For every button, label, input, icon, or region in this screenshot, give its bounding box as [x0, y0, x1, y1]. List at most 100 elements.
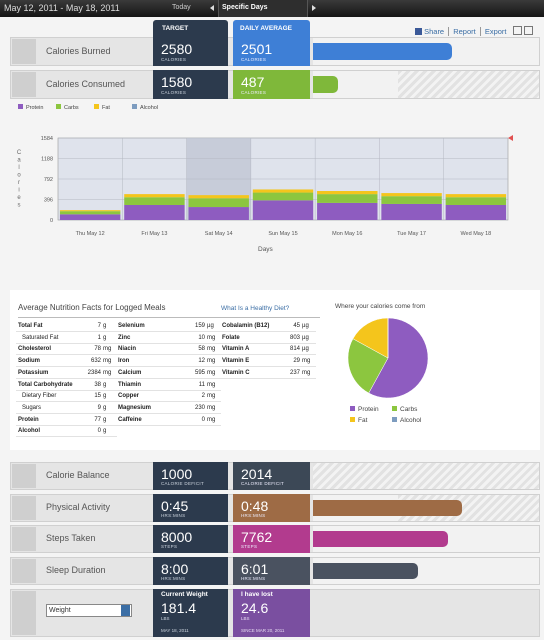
- average-box: [233, 494, 310, 522]
- target-unit: CALORIES: [161, 57, 187, 62]
- link[interactable]: Report: [448, 27, 476, 36]
- row-toggle[interactable]: [12, 464, 36, 488]
- legend-swatch: [56, 104, 61, 109]
- target-box: [153, 525, 228, 553]
- table-row: [16, 354, 117, 356]
- nutrient-unit: mg: [207, 416, 216, 423]
- target-value: 0:45: [161, 498, 189, 514]
- y-tick-label: 396: [44, 198, 53, 204]
- lost-value: 24.6: [241, 600, 269, 616]
- nutrient-unit: g: [103, 334, 107, 341]
- legend-swatch: [392, 406, 397, 411]
- nutrient-value: 803: [289, 334, 300, 341]
- nutrient-value: 45: [293, 323, 300, 329]
- nutrient-value: 159: [194, 323, 205, 329]
- current-box: [153, 589, 228, 637]
- row-toggle[interactable]: [12, 72, 36, 97]
- bar-segment: [252, 189, 314, 193]
- nutrient-name: Selenium: [118, 323, 145, 329]
- target-unit: STEPS: [161, 544, 178, 549]
- target-unit: CALORIES: [161, 90, 187, 95]
- table-row: [116, 366, 221, 368]
- nutrient-value: 2384: [87, 369, 101, 376]
- nutrient-unit: mg: [103, 346, 112, 353]
- average-header: [233, 20, 310, 37]
- x-tick-label: Mon May 16: [332, 231, 362, 237]
- table-row: [16, 342, 117, 344]
- legend-swatch: [132, 104, 137, 109]
- table-row: [220, 377, 316, 379]
- nutrient-value: 11: [198, 381, 205, 388]
- nutrient-unit: g: [103, 416, 107, 423]
- prev-arrow[interactable]: [210, 5, 214, 11]
- row-toggle[interactable]: [12, 527, 36, 551]
- btn[interactable]: [512, 26, 522, 35]
- row-toggle[interactable]: [12, 559, 36, 583]
- nutrient-value: 230: [194, 404, 205, 411]
- nutrient-value: 58: [198, 346, 205, 353]
- link[interactable]: Share: [424, 27, 445, 36]
- average-unit: HRS:MINS: [241, 513, 266, 518]
- average-box: [233, 462, 310, 490]
- nutrient-name: Zinc: [118, 334, 131, 341]
- table-row: [16, 412, 117, 414]
- table-row: [220, 342, 316, 344]
- tab[interactable]: Specific Days: [222, 4, 268, 11]
- current-date: MAY 18, 2011: [161, 628, 189, 633]
- nutrient-unit: g: [103, 404, 107, 411]
- table-row: [16, 389, 117, 391]
- nutrient-name: Vitamin A: [222, 346, 250, 353]
- nutrient-value: 29: [293, 358, 300, 365]
- bar-segment: [188, 207, 249, 220]
- target-value: 8:00: [161, 561, 189, 577]
- nutrient-name: Total Fat: [18, 323, 43, 329]
- rule: [18, 317, 320, 318]
- link[interactable]: Export: [479, 27, 507, 36]
- row-toggle[interactable]: [12, 496, 36, 520]
- nutrient-value: 78: [94, 346, 101, 353]
- table-row: [116, 331, 221, 332]
- average-unit: HRS:MINS: [241, 576, 266, 581]
- tab-selected[interactable]: [218, 0, 308, 17]
- y-tick-label: 1188: [41, 157, 53, 163]
- bar-segment: [445, 197, 507, 205]
- average-unit: STEPS: [241, 544, 258, 549]
- target-value: 1580: [161, 74, 193, 90]
- nutrient-unit: g: [103, 323, 107, 329]
- current-unit: LBS: [161, 616, 170, 621]
- nutrient-name: Saturated Fat: [22, 334, 59, 341]
- select[interactable]: Weight: [46, 604, 132, 617]
- table-row: [16, 331, 117, 332]
- progress-bar: [313, 43, 452, 60]
- x-tick-label: Wed May 18: [460, 231, 491, 237]
- table-row: [116, 389, 221, 391]
- progress-bar: [313, 76, 338, 93]
- target-value: 8000: [161, 529, 193, 545]
- average-box: [233, 37, 310, 66]
- next-arrow[interactable]: [312, 5, 316, 11]
- row-toggle[interactable]: [12, 591, 36, 635]
- row-toggle[interactable]: [12, 39, 36, 64]
- pie-slice: [352, 317, 389, 359]
- bar-segment: [124, 194, 185, 198]
- healthy-link[interactable]: What Is a Healthy Diet?: [221, 305, 290, 312]
- nutrient-value: 10: [198, 334, 205, 341]
- x-axis-label: Days: [258, 246, 273, 253]
- bar-segment: [445, 204, 507, 220]
- tab[interactable]: Today: [172, 4, 191, 11]
- nutrition-title: Average Nutrition Facts for Logged Meals: [18, 303, 166, 312]
- average-value: 7762: [241, 529, 273, 545]
- average-title: DAILY AVERAGE: [240, 25, 293, 32]
- table-row: [220, 331, 316, 332]
- nutrient-unit: mg: [103, 358, 112, 365]
- nutrient-unit: mg: [207, 404, 216, 411]
- row-label: Physical Activity: [46, 502, 111, 512]
- bar-segment: [381, 203, 442, 220]
- btn[interactable]: [523, 26, 533, 35]
- table-row: [116, 354, 221, 356]
- average-box: [233, 70, 310, 99]
- legend-label: Protein: [26, 105, 43, 111]
- select-arrow[interactable]: [121, 605, 130, 616]
- table-row: [16, 436, 117, 438]
